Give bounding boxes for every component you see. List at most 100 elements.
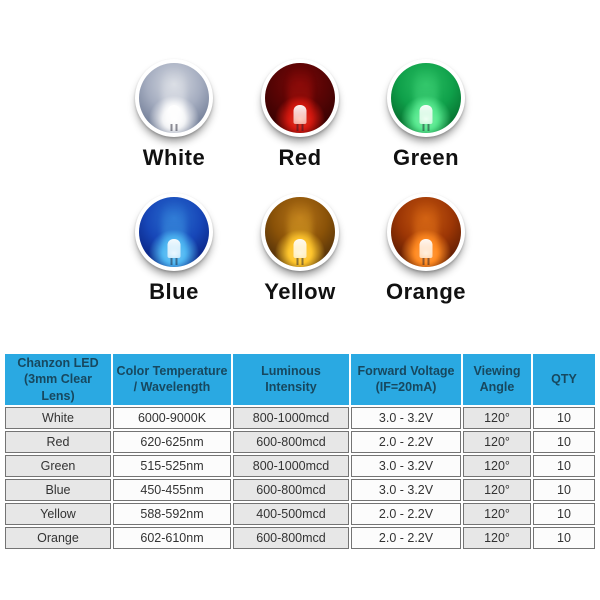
cell-color: Blue [5, 478, 111, 501]
header-line: Intensity [265, 380, 317, 395]
led-photo-white [135, 59, 213, 137]
header-line: Luminous [261, 364, 321, 379]
led-photo-yellow [261, 193, 339, 271]
cell-wavelength: 515-525nm [113, 454, 231, 477]
cell-intensity: 600-800mcd [233, 478, 349, 501]
led-chip-icon [419, 239, 433, 265]
led-label-red: Red [278, 145, 322, 170]
cell-wavelength: 6000-9000K [113, 406, 231, 429]
cell-qty: 10 [533, 526, 595, 549]
header-line: Chanzon LED [17, 356, 99, 370]
cell-color: Yellow [5, 502, 111, 525]
table-row-orange: Orange 602-610nm 600-800mcd 2.0 - 2.2V 1… [5, 526, 595, 549]
cell-color: Orange [5, 526, 111, 549]
led-orb-green-icon [391, 63, 461, 133]
led-label-orange: Orange [385, 279, 467, 304]
cell-angle: 120° [463, 406, 531, 429]
led-row-top: White Red Green [0, 59, 600, 171]
led-item-green: Green [366, 59, 486, 171]
header-line: QTY [551, 372, 577, 387]
cell-qty: 10 [533, 454, 595, 477]
cell-voltage: 2.0 - 2.2V [351, 526, 461, 549]
header-line: Viewing [473, 364, 521, 379]
cell-intensity: 600-800mcd [233, 526, 349, 549]
col-header-product: Chanzon LED (3mm Clear Lens) [5, 354, 111, 405]
cell-intensity: 400-500mcd [233, 502, 349, 525]
led-orb-red-icon [265, 63, 335, 133]
led-chip-icon [167, 239, 181, 265]
led-color-grid: White Red Green [0, 59, 600, 305]
cell-voltage: 3.0 - 3.2V [351, 478, 461, 501]
cell-angle: 120° [463, 502, 531, 525]
header-line: (IF=20mA) [375, 380, 437, 395]
col-header-color-temperature: Color Temperature / Wavelength [113, 354, 231, 405]
header-row: Chanzon LED (3mm Clear Lens) Color Tempe… [5, 354, 595, 405]
led-label-blue: Blue [149, 279, 199, 304]
led-photo-blue [135, 193, 213, 271]
led-orb-blue-icon [139, 197, 209, 267]
cell-intensity: 800-1000mcd [233, 454, 349, 477]
led-label-yellow: Yellow [264, 279, 336, 304]
led-light-beam [162, 67, 186, 117]
col-header-viewing-angle: Viewing Angle [463, 354, 531, 405]
table-row-blue: Blue 450-455nm 600-800mcd 3.0 - 3.2V 120… [5, 478, 595, 501]
led-item-blue: Blue [114, 193, 234, 305]
led-item-white: White [114, 59, 234, 171]
cell-qty: 10 [533, 406, 595, 429]
col-header-qty: QTY [533, 354, 595, 405]
cell-voltage: 3.0 - 3.2V [351, 406, 461, 429]
cell-qty: 10 [533, 430, 595, 453]
cell-qty: 10 [533, 502, 595, 525]
table-row-green: Green 515-525nm 800-1000mcd 3.0 - 3.2V 1… [5, 454, 595, 477]
header-line: Angle [479, 380, 515, 395]
cell-angle: 120° [463, 478, 531, 501]
cell-wavelength: 602-610nm [113, 526, 231, 549]
led-light-beam [288, 201, 312, 251]
header-line: Color Temperature [116, 364, 228, 379]
led-item-orange: Orange [366, 193, 486, 305]
cell-angle: 120° [463, 430, 531, 453]
cell-voltage: 2.0 - 2.2V [351, 502, 461, 525]
cell-wavelength: 450-455nm [113, 478, 231, 501]
led-chip-icon [167, 105, 181, 131]
cell-qty: 10 [533, 478, 595, 501]
led-photo-green [387, 59, 465, 137]
cell-voltage: 3.0 - 3.2V [351, 454, 461, 477]
cell-intensity: 800-1000mcd [233, 406, 349, 429]
header-line: Forward Voltage [357, 364, 455, 379]
led-light-beam [288, 67, 312, 117]
led-photo-orange [387, 193, 465, 271]
led-light-beam [414, 201, 438, 251]
header-line: (3mm Clear Lens) [23, 372, 93, 403]
led-light-beam [162, 201, 186, 251]
led-photo-red [261, 59, 339, 137]
led-spec-table: Chanzon LED (3mm Clear Lens) Color Tempe… [3, 352, 597, 551]
led-label-white: White [142, 145, 206, 170]
cell-color: Green [5, 454, 111, 477]
col-header-luminous-intensity: Luminous Intensity [233, 354, 349, 405]
spec-table-header: Chanzon LED (3mm Clear Lens) Color Tempe… [5, 354, 595, 405]
led-item-yellow: Yellow [240, 193, 360, 305]
led-chip-icon [293, 105, 307, 131]
led-orb-yellow-icon [265, 197, 335, 267]
table-row-yellow: Yellow 588-592nm 400-500mcd 2.0 - 2.2V 1… [5, 502, 595, 525]
led-light-beam [414, 67, 438, 117]
cell-voltage: 2.0 - 2.2V [351, 430, 461, 453]
cell-angle: 120° [463, 526, 531, 549]
cell-wavelength: 588-592nm [113, 502, 231, 525]
led-orb-white-icon [139, 63, 209, 133]
led-chip-icon [419, 105, 433, 131]
cell-color: White [5, 406, 111, 429]
led-label-green: Green [392, 145, 460, 170]
cell-angle: 120° [463, 454, 531, 477]
cell-color: Red [5, 430, 111, 453]
col-header-forward-voltage: Forward Voltage (IF=20mA) [351, 354, 461, 405]
led-item-red: Red [240, 59, 360, 171]
spec-table-body: White 6000-9000K 800-1000mcd 3.0 - 3.2V … [5, 406, 595, 549]
table-row-red: Red 620-625nm 600-800mcd 2.0 - 2.2V 120°… [5, 430, 595, 453]
led-row-bottom: Blue Yellow Orange [0, 193, 600, 305]
cell-wavelength: 620-625nm [113, 430, 231, 453]
table-row-white: White 6000-9000K 800-1000mcd 3.0 - 3.2V … [5, 406, 595, 429]
cell-intensity: 600-800mcd [233, 430, 349, 453]
